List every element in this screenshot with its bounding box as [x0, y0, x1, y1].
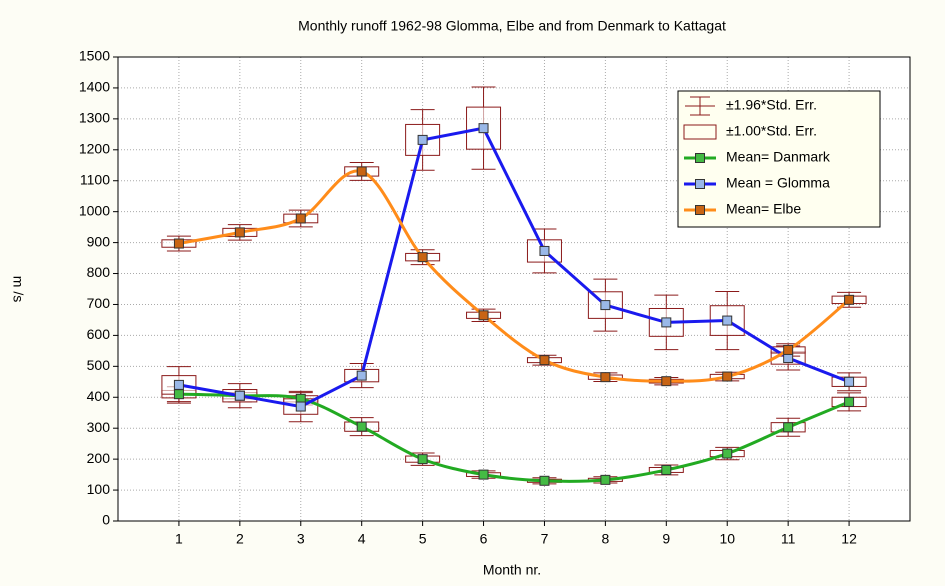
x-tick-label: 12 [841, 531, 857, 547]
mean-marker [478, 123, 489, 134]
mean-marker [417, 252, 428, 263]
y-tick-label: 700 [87, 295, 111, 311]
mean-marker [417, 134, 428, 145]
mean-marker [844, 294, 855, 305]
mean-marker [722, 371, 733, 382]
x-tick-label: 3 [297, 531, 305, 547]
y-tick-label: 1100 [80, 171, 110, 187]
y-tick-label: 1500 [79, 48, 110, 64]
mean-marker [783, 344, 794, 355]
legend-label: Mean = Glomma [726, 175, 830, 191]
mean-marker [356, 166, 367, 177]
mean-marker [173, 389, 184, 400]
legend-marker [695, 179, 705, 189]
mean-marker [600, 372, 611, 383]
mean-marker [295, 401, 306, 412]
mean-marker [173, 238, 184, 249]
y-axis-label: m /s [10, 276, 26, 302]
mean-marker [661, 317, 672, 328]
mean-marker [600, 474, 611, 485]
legend-whisker [685, 96, 715, 116]
mean-marker [661, 376, 672, 387]
mean-marker [539, 475, 550, 486]
mean-marker [844, 396, 855, 407]
x-tick-label: 9 [662, 531, 670, 547]
y-tick-label: 0 [102, 512, 110, 528]
y-tick-label: 200 [87, 450, 111, 466]
mean-marker [234, 390, 245, 401]
x-tick-label: 2 [236, 531, 244, 547]
y-tick-label: 900 [87, 233, 111, 249]
mean-marker [722, 315, 733, 326]
mean-marker [722, 448, 733, 459]
legend-marker [695, 153, 705, 163]
mean-marker [844, 376, 855, 387]
x-tick-label: 11 [781, 531, 796, 547]
plot-frame [117, 56, 911, 522]
mean-marker [173, 379, 184, 390]
mean-marker [478, 310, 489, 321]
mean-marker [478, 469, 489, 480]
mean-marker [539, 245, 550, 256]
x-tick-label: 7 [541, 531, 549, 547]
x-tick-label: 8 [601, 531, 609, 547]
legend-label: ±1.96*Std. Err. [726, 97, 817, 113]
mean-line [178, 126, 850, 409]
x-tick-label: 10 [719, 531, 735, 547]
legend-marker [695, 205, 705, 215]
x-axis-label: Month nr. [483, 562, 541, 578]
y-tick-label: 1200 [79, 141, 110, 157]
x-tick-label: 4 [358, 531, 366, 547]
mean-marker [417, 454, 428, 465]
y-tick-label: 1400 [79, 79, 110, 95]
y-tick-label: 800 [87, 264, 111, 280]
legend-box-icon [683, 124, 717, 140]
mean-marker [783, 422, 794, 433]
mean-marker [356, 421, 367, 432]
mean-marker [295, 213, 306, 224]
y-tick-label: 600 [87, 326, 111, 342]
mean-marker [539, 355, 550, 366]
y-tick-label: 100 [87, 481, 111, 497]
x-tick-label: 5 [419, 531, 427, 547]
y-tick-label: 1000 [79, 202, 110, 218]
x-tick-label: 1 [175, 531, 183, 547]
legend-label: Mean= Elbe [726, 201, 801, 217]
mean-marker [356, 370, 367, 381]
mean-marker [661, 464, 672, 475]
y-tick-label: 400 [87, 388, 111, 404]
x-tick-label: 6 [480, 531, 488, 547]
legend-label: ±1.00*Std. Err. [726, 123, 817, 139]
chart-title: Monthly runoff 1962-98 Glomma, Elbe and … [298, 18, 726, 34]
y-tick-label: 1300 [79, 110, 110, 126]
y-tick-label: 300 [87, 419, 111, 435]
y-tick-label: 500 [87, 357, 111, 373]
error-box [405, 123, 441, 156]
mean-marker [600, 300, 611, 311]
legend-label: Mean= Danmark [726, 149, 831, 165]
mean-marker [234, 227, 245, 238]
